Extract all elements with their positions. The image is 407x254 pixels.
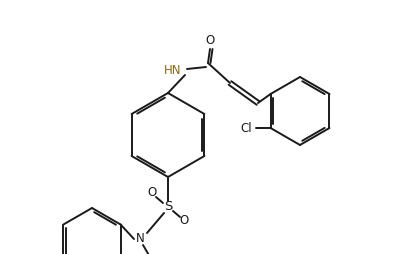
Text: Cl: Cl bbox=[240, 121, 252, 135]
Text: N: N bbox=[136, 232, 144, 246]
Text: O: O bbox=[206, 35, 214, 47]
Text: S: S bbox=[164, 200, 172, 214]
Text: O: O bbox=[179, 214, 188, 228]
Text: HN: HN bbox=[164, 65, 182, 77]
Text: O: O bbox=[147, 186, 157, 199]
